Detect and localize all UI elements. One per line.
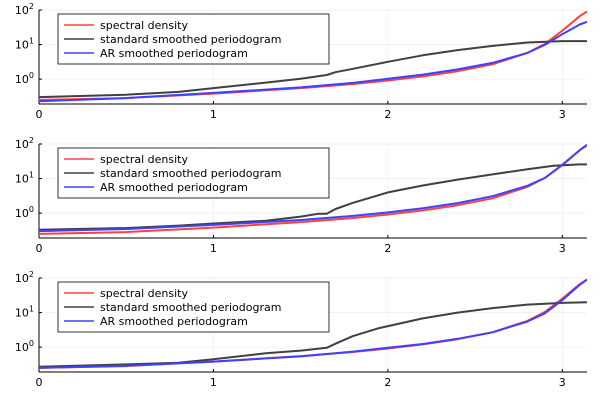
legend-label: AR smoothed periodogram — [100, 181, 248, 194]
legend-label: standard smoothed periodogram — [100, 301, 281, 314]
series-line-2 — [39, 40, 587, 99]
x-tick-label: 0 — [36, 108, 43, 121]
legend-box — [57, 281, 330, 333]
y-tick-label: 102 — [15, 136, 34, 151]
legend-label: standard smoothed periodogram — [100, 33, 281, 46]
y-tick-label: 102 — [15, 270, 34, 285]
legend-label: AR smoothed periodogram — [100, 315, 248, 328]
x-tick-label: 0 — [36, 376, 43, 389]
series-line-2 — [39, 163, 587, 231]
y-tick-label: 101 — [15, 171, 34, 186]
x-tick-label: 1 — [210, 242, 217, 255]
x-tick-label: 3 — [559, 242, 566, 255]
legend-label: standard smoothed periodogram — [100, 167, 281, 180]
series-line-3 — [39, 20, 587, 103]
y-tick-label: 101 — [15, 37, 34, 52]
legend-box — [57, 147, 330, 199]
series-line-3 — [39, 278, 587, 369]
x-tick-label: 2 — [384, 376, 391, 389]
x-tick-label: 3 — [559, 108, 566, 121]
x-tick-label: 1 — [210, 376, 217, 389]
legend-box — [57, 13, 330, 65]
x-tick-label: 0 — [36, 242, 43, 255]
x-tick-label: 1 — [210, 108, 217, 121]
legend-label: spectral density — [100, 19, 188, 32]
x-tick-label: 2 — [384, 242, 391, 255]
y-tick-label: 100 — [15, 205, 34, 220]
y-tick-label: 102 — [15, 2, 34, 17]
legend-label: spectral density — [100, 153, 188, 166]
y-tick-label: 100 — [15, 71, 34, 86]
legend-label: AR smoothed periodogram — [100, 47, 248, 60]
x-tick-label: 2 — [384, 108, 391, 121]
x-tick-label: 3 — [559, 376, 566, 389]
legend-label: spectral density — [100, 287, 188, 300]
y-tick-label: 101 — [15, 305, 34, 320]
series-line-2 — [39, 301, 587, 368]
y-tick-label: 100 — [15, 339, 34, 354]
series-line-3 — [39, 144, 587, 233]
